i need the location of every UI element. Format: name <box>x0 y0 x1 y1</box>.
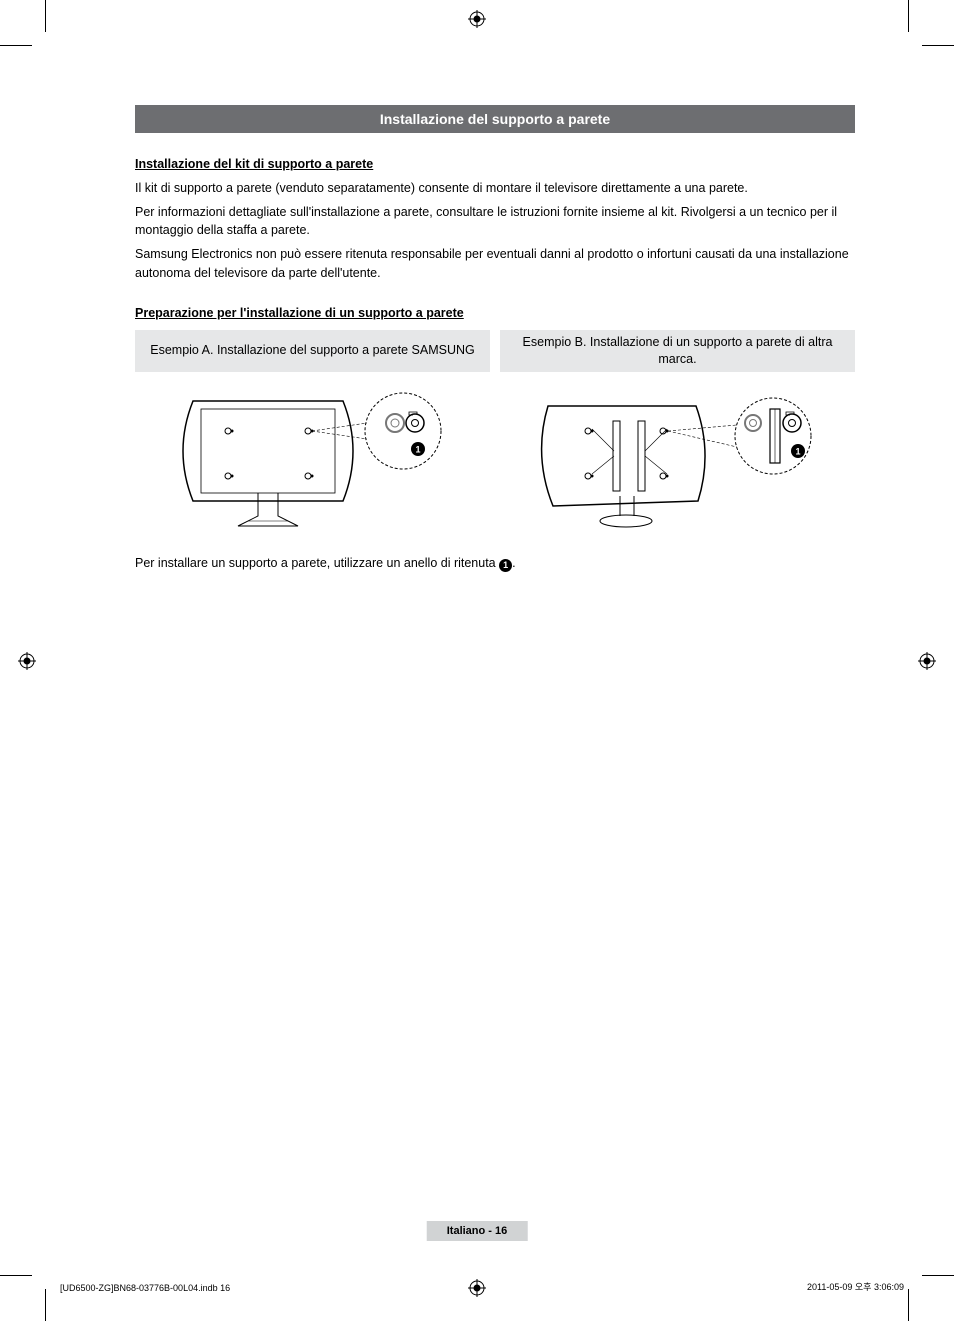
example-table: Esempio A. Installazione del supporto a … <box>135 330 855 536</box>
crop-mark <box>922 1275 954 1276</box>
crop-mark <box>0 45 32 46</box>
crop-mark <box>908 1289 909 1321</box>
crop-mark <box>45 1289 46 1321</box>
crop-mark <box>922 45 954 46</box>
subheading-preparation: Preparazione per l'installazione di un s… <box>135 306 855 320</box>
paragraph: Per informazioni dettagliate sull'instal… <box>135 203 855 239</box>
crop-mark <box>908 0 909 32</box>
print-footer-right: 2011-05-09 오후 3:06:09 <box>807 1280 904 1293</box>
registration-mark-icon <box>468 1279 486 1297</box>
caption-text: Per installare un supporto a parete, uti… <box>135 556 499 570</box>
example-a-cell: Esempio A. Installazione del supporto a … <box>135 330 490 536</box>
paragraph: Samsung Electronics non può essere riten… <box>135 245 855 281</box>
registration-mark-icon <box>18 652 36 670</box>
paragraph: Il kit di supporto a parete (venduto sep… <box>135 179 855 197</box>
print-footer-left: [UD6500-ZG]BN68-03776B-00L04.indb 16 <box>60 1283 230 1293</box>
crop-mark <box>45 0 46 32</box>
example-b-cell: Esempio B. Installazione di un supporto … <box>500 330 855 536</box>
example-a-header: Esempio A. Installazione del supporto a … <box>135 330 490 372</box>
diagram-a: 1 <box>135 376 490 536</box>
diagram-marker: 1 <box>415 444 420 454</box>
example-b-header: Esempio B. Installazione di un supporto … <box>500 330 855 372</box>
diagram-marker: 1 <box>795 446 800 456</box>
registration-mark-icon <box>918 652 936 670</box>
page-content: Installazione del supporto a parete Inst… <box>135 105 855 572</box>
caption-suffix: . <box>512 556 515 570</box>
registration-mark-icon <box>468 10 486 28</box>
crop-mark <box>0 1275 32 1276</box>
section-title-bar: Installazione del supporto a parete <box>135 105 855 133</box>
subheading-install-kit: Installazione del kit di supporto a pare… <box>135 157 855 171</box>
page-footer-band: Italiano - 16 <box>427 1221 528 1241</box>
circled-number-icon: 1 <box>499 559 512 572</box>
diagram-b: 1 <box>500 376 855 536</box>
caption: Per installare un supporto a parete, uti… <box>135 556 855 572</box>
